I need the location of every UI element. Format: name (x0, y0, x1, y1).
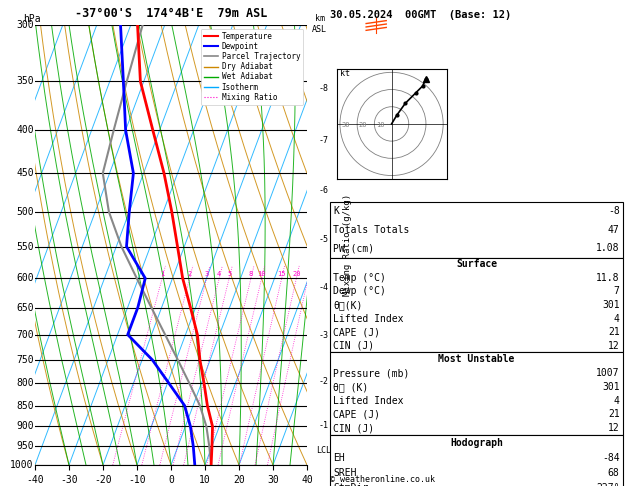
Text: 21: 21 (608, 327, 620, 337)
Text: 47: 47 (608, 225, 620, 235)
Text: -8: -8 (608, 206, 620, 216)
Text: 12: 12 (608, 423, 620, 433)
Text: 800: 800 (16, 379, 33, 388)
Text: 1: 1 (160, 271, 164, 277)
Text: StmDir: StmDir (333, 483, 369, 486)
Text: 4: 4 (217, 271, 221, 277)
Text: -3: -3 (318, 330, 328, 340)
Text: 5: 5 (227, 271, 231, 277)
Text: 700: 700 (16, 330, 33, 340)
Text: 30: 30 (342, 122, 350, 128)
Text: -37°00'S  174°4B'E  79m ASL: -37°00'S 174°4B'E 79m ASL (75, 7, 267, 20)
Text: LCL: LCL (316, 446, 331, 454)
Text: 4: 4 (614, 313, 620, 324)
Text: θᴇ(K): θᴇ(K) (333, 300, 363, 310)
Text: CAPE (J): CAPE (J) (333, 409, 381, 419)
Text: K: K (333, 206, 339, 216)
Text: 12: 12 (608, 341, 620, 350)
Text: 1007: 1007 (596, 368, 620, 378)
Text: Most Unstable: Most Unstable (438, 354, 515, 364)
Text: 400: 400 (16, 125, 33, 135)
Text: 301: 301 (602, 300, 620, 310)
Text: -6: -6 (318, 186, 328, 195)
Text: 15: 15 (277, 271, 286, 277)
Text: kt: kt (340, 69, 350, 78)
Text: ASL: ASL (312, 25, 327, 34)
Text: 450: 450 (16, 168, 33, 178)
Text: Totals Totals: Totals Totals (333, 225, 409, 235)
Text: hPa: hPa (23, 14, 40, 24)
Text: 21: 21 (608, 409, 620, 419)
Text: 4: 4 (614, 396, 620, 405)
Text: Pressure (mb): Pressure (mb) (333, 368, 409, 378)
Text: Mixing Ratio (g/kg): Mixing Ratio (g/kg) (343, 194, 352, 296)
Text: 227°: 227° (596, 483, 620, 486)
Text: -84: -84 (602, 452, 620, 463)
Text: -1: -1 (318, 421, 328, 430)
Text: 3: 3 (204, 271, 209, 277)
Text: -8: -8 (318, 84, 328, 93)
Text: 8: 8 (249, 271, 253, 277)
Legend: Temperature, Dewpoint, Parcel Trajectory, Dry Adiabat, Wet Adiabat, Isotherm, Mi: Temperature, Dewpoint, Parcel Trajectory… (201, 29, 303, 105)
Text: 2: 2 (187, 271, 192, 277)
Text: CIN (J): CIN (J) (333, 423, 374, 433)
Text: 20: 20 (292, 271, 301, 277)
Text: 10: 10 (257, 271, 266, 277)
Text: 10: 10 (376, 122, 384, 128)
Text: 850: 850 (16, 400, 33, 411)
Text: 30.05.2024  00GMT  (Base: 12): 30.05.2024 00GMT (Base: 12) (330, 10, 511, 20)
Text: 20: 20 (359, 122, 367, 128)
Text: 650: 650 (16, 303, 33, 312)
Text: © weatheronline.co.uk: © weatheronline.co.uk (330, 474, 435, 484)
Text: 7: 7 (614, 286, 620, 296)
Text: 600: 600 (16, 273, 33, 283)
Text: Temp (°C): Temp (°C) (333, 273, 386, 283)
Text: CAPE (J): CAPE (J) (333, 327, 381, 337)
Text: 1.08: 1.08 (596, 243, 620, 253)
Text: SREH: SREH (333, 468, 357, 478)
Text: Surface: Surface (456, 260, 497, 269)
Text: CIN (J): CIN (J) (333, 341, 374, 350)
Text: 900: 900 (16, 421, 33, 432)
Text: 300: 300 (16, 20, 33, 30)
Text: 68: 68 (608, 468, 620, 478)
Text: -4: -4 (318, 283, 328, 293)
Text: -2: -2 (318, 377, 328, 386)
Text: -5: -5 (318, 235, 328, 244)
Text: 11.8: 11.8 (596, 273, 620, 283)
Text: Dewp (°C): Dewp (°C) (333, 286, 386, 296)
Text: km: km (314, 14, 325, 22)
Text: 500: 500 (16, 207, 33, 217)
Text: PW (cm): PW (cm) (333, 243, 374, 253)
Text: 1000: 1000 (10, 460, 33, 470)
Text: Lifted Index: Lifted Index (333, 313, 404, 324)
Text: EH: EH (333, 452, 345, 463)
Text: Lifted Index: Lifted Index (333, 396, 404, 405)
Text: 550: 550 (16, 242, 33, 252)
Text: θᴇ (K): θᴇ (K) (333, 382, 369, 392)
Text: Hodograph: Hodograph (450, 437, 503, 448)
Text: -7: -7 (318, 136, 328, 144)
Text: 350: 350 (16, 76, 33, 87)
Text: 301: 301 (602, 382, 620, 392)
Text: 750: 750 (16, 355, 33, 365)
Text: 950: 950 (16, 441, 33, 451)
